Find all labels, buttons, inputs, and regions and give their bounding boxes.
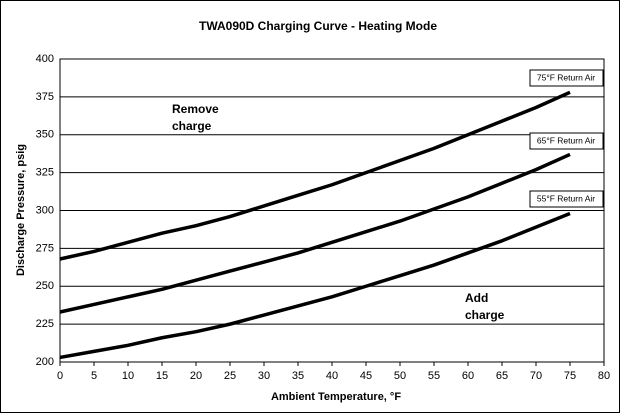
series-label-box xyxy=(529,132,604,150)
series-line xyxy=(59,152,571,314)
x-tick-label: 5 xyxy=(91,370,97,382)
series-label: 55°F Return Air xyxy=(537,193,595,203)
x-tick-label: 50 xyxy=(394,370,406,382)
annotation: Remove charge xyxy=(172,102,219,133)
x-tick-label: 15 xyxy=(156,370,168,382)
x-tick-label: 20 xyxy=(190,370,202,382)
y-tick-label: 400 xyxy=(36,53,54,65)
x-tick-label: 55 xyxy=(428,370,440,382)
series-line xyxy=(59,90,571,261)
x-tick-label: 80 xyxy=(598,370,610,382)
series-label-box xyxy=(529,190,604,208)
y-tick-label: 375 xyxy=(36,91,54,103)
x-tick-label: 45 xyxy=(360,370,372,382)
y-tick-label: 300 xyxy=(36,204,54,216)
x-tick-label: 75 xyxy=(564,370,576,382)
y-tick-label: 350 xyxy=(36,129,54,141)
plot-area xyxy=(59,58,605,363)
y-axis-label: Discharge Pressure, psig xyxy=(15,144,27,276)
x-tick-label: 60 xyxy=(462,370,474,382)
x-tick-label: 35 xyxy=(292,370,304,382)
x-axis-label: Ambient Temperature, °F xyxy=(271,391,401,403)
x-tick-label: 10 xyxy=(122,370,134,382)
annotation: Add charge xyxy=(465,291,505,322)
y-tick-label: 275 xyxy=(36,242,54,254)
x-tick-label: 40 xyxy=(326,370,338,382)
y-tick-label: 250 xyxy=(36,280,54,292)
x-tick-label: 65 xyxy=(496,370,508,382)
series-line xyxy=(59,211,571,360)
series-label: 75°F Return Air xyxy=(537,72,595,82)
x-tick-label: 30 xyxy=(258,370,270,382)
y-tick-label: 325 xyxy=(36,167,54,179)
series-label: 65°F Return Air xyxy=(537,135,595,145)
y-tick-label: 200 xyxy=(36,356,54,368)
y-tick-label: 225 xyxy=(36,318,54,330)
chart-title: TWA090D Charging Curve - Heating Mode xyxy=(199,19,437,33)
x-tick-label: 70 xyxy=(530,370,542,382)
x-tick-label: 25 xyxy=(224,370,236,382)
x-tick-label: 0 xyxy=(57,370,63,382)
series-label-box xyxy=(529,69,604,87)
